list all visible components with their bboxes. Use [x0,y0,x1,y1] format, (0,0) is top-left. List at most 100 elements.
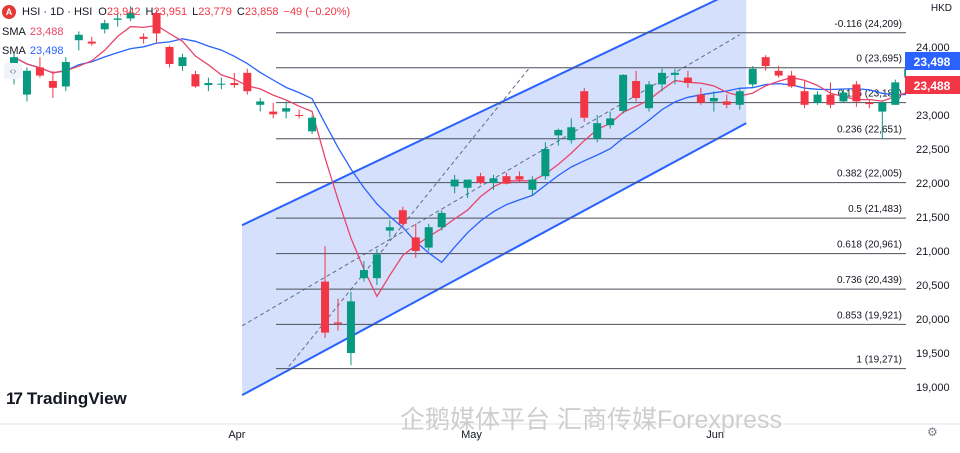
candle-body [787,75,796,87]
symbol-title[interactable]: HSI · 1D · HSI [22,6,93,18]
candle-body [113,18,122,20]
candle-body [191,74,200,87]
candle [398,206,407,228]
price-tick-label: 23,000 [916,110,950,122]
price-badge [905,52,960,70]
candle-body [632,81,641,98]
candle-body [334,322,342,324]
candle [346,291,355,366]
sma-legend-1[interactable]: SMA 23,488 [2,24,64,40]
candle [800,81,809,109]
candle-body [463,179,472,188]
channel-fill [242,0,747,396]
sma-blue-line [13,38,935,264]
candle [489,174,498,190]
channel-lower-line [241,122,747,397]
candle [372,248,381,285]
candle-body [139,36,148,39]
fib-level-label: 0.236 (22,651) [837,125,902,136]
candle [295,109,304,119]
candle [61,57,70,92]
candle-body [411,237,420,251]
sma-legend-2[interactable]: SMA 23,498 [2,43,64,59]
candle-body [398,210,407,224]
candle-body [683,77,692,84]
candle-body [385,227,394,231]
symbol-logo-icon: A [2,5,16,19]
candle-body [878,102,887,112]
change-value: −49 (−0.20%) [283,6,351,18]
price-tick-label: 24,000 [916,42,950,54]
watermark: 企鹅媒体平台 汇商传媒Forexpress [400,406,782,434]
candle [282,101,291,119]
candle [450,174,459,194]
candle-body [541,149,550,177]
candle-body [476,176,485,183]
settings-gear-icon[interactable]: ⚙ [927,425,938,439]
candle [580,87,589,122]
candle-body [359,270,368,279]
candle [269,102,278,119]
candle-body [774,70,783,76]
collapse-legend-icon[interactable]: ‹› [4,63,22,79]
candle [204,77,213,92]
candle [74,31,83,51]
candle [748,66,757,88]
candle [658,68,666,92]
candle [191,70,200,88]
price-badge-label: 23,498 [914,55,951,69]
price-tick-label: 19,500 [916,348,950,360]
candle-body [606,118,615,126]
price-tick-label: 19,000 [916,382,950,394]
candle-body [515,176,524,180]
tradingview-logo[interactable]: 17 TradingView [6,389,127,409]
candle-body [593,123,602,139]
candle-body [295,115,304,116]
candle [126,6,135,22]
sma-value: 23,498 [29,45,64,57]
candle-body [152,13,161,34]
candle [139,33,148,44]
candle [813,91,822,105]
candle-body [528,179,537,190]
candle [359,261,368,282]
candle [696,87,705,105]
candle [722,94,731,109]
candle [230,72,239,88]
candle [385,220,394,238]
candle-body [658,72,666,85]
price-axis-bg [906,0,960,424]
candle [100,19,109,34]
candle [554,128,563,146]
candle [852,81,861,107]
candle-body [178,57,187,67]
fib-level-label: 0.382 (22,005) [837,169,902,180]
candle-body [22,70,31,95]
candle-body [346,301,355,353]
candle-body [722,101,731,105]
sma-lines [13,24,935,298]
candle [476,172,485,185]
candle-body [761,57,770,67]
price-tick-label: 20,500 [916,280,950,292]
candle-body [567,127,576,141]
candle [321,246,330,339]
candle [761,55,770,71]
price-tick-label: 21,500 [916,212,950,224]
candle [48,70,57,98]
candle [515,171,524,183]
currency-label[interactable]: HKD [930,3,952,14]
tradingview-logo-icon: 17 [6,389,23,408]
candle-body [204,83,213,86]
price-tick-label: 22,500 [916,144,950,156]
candle-body [100,23,109,30]
candle-body [269,111,278,115]
sma-red-line [13,24,935,298]
candle [152,9,161,44]
candles [10,6,939,366]
candle-body [35,67,44,76]
close-value: 23,858 [244,6,279,18]
candle [709,91,718,112]
